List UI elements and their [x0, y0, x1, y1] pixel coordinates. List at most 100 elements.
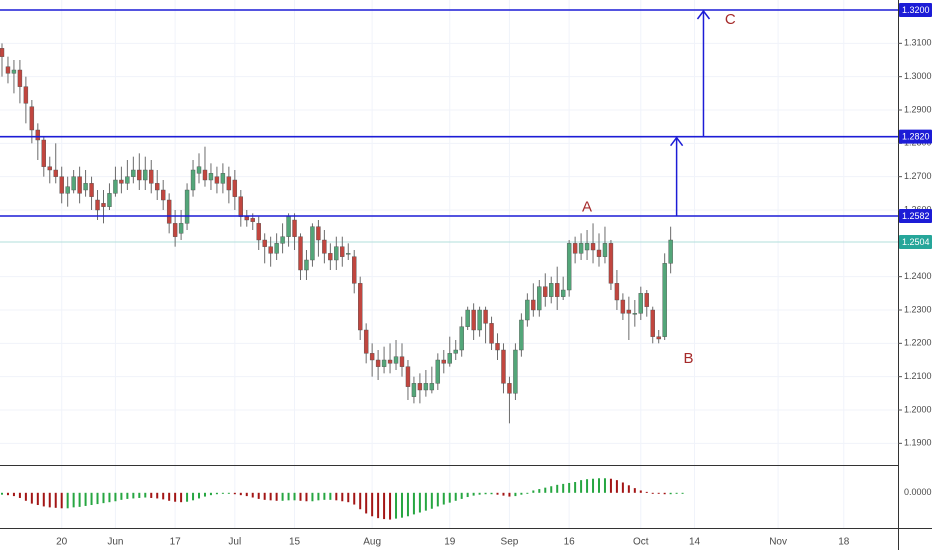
candle-body [143, 170, 147, 180]
oscillator-bar [520, 493, 522, 495]
oscillator-bar [634, 488, 636, 493]
candle-body [293, 220, 297, 237]
oscillator-bar [1, 493, 3, 495]
arrows [671, 10, 710, 216]
oscillator-bar [413, 493, 415, 515]
oscillator-bar [258, 493, 260, 499]
oscillator-bar [240, 493, 242, 495]
oscillator-bar [682, 493, 684, 494]
oscillator-bar [538, 489, 540, 493]
oscillator-bar [79, 493, 81, 507]
candle-body [358, 283, 362, 330]
candle-body [245, 217, 249, 220]
candle-body [460, 327, 464, 350]
candle-body [233, 180, 237, 197]
level-badge-label: 1.2820 [902, 132, 930, 142]
candle-body [281, 237, 285, 244]
candle-body [472, 310, 476, 330]
annotation-label: A [582, 198, 592, 215]
oscillator-bar [61, 493, 63, 508]
oscillator-bar [580, 480, 582, 493]
candles [0, 43, 673, 423]
oscillator-bar [288, 493, 290, 501]
oscillator-bar [664, 493, 666, 494]
candle-body [36, 130, 40, 140]
candle-body [394, 357, 398, 364]
candle-body [155, 183, 159, 190]
price-tick-label: 1.3100 [904, 38, 932, 48]
candle-body [561, 290, 565, 297]
oscillator-bar [383, 493, 385, 519]
candle-body [501, 350, 505, 383]
oscillator-bar [431, 493, 433, 509]
candle-body [149, 170, 153, 183]
candle-body [346, 253, 350, 254]
candle-body [119, 180, 123, 183]
oscillator-bar [479, 493, 481, 495]
candle-body [633, 313, 637, 314]
oscillator-bar [317, 493, 319, 501]
oscillator-bar [102, 493, 104, 503]
oscillator-bar [216, 493, 218, 494]
oscillator-bar [628, 485, 630, 493]
candle-body [388, 360, 392, 363]
candle-body [173, 223, 177, 236]
time-label: 16 [564, 537, 576, 548]
candle-body [66, 187, 70, 194]
oscillator-bar [210, 493, 212, 495]
candle-body [543, 287, 547, 297]
candle-body [531, 300, 535, 310]
oscillator-bar [108, 493, 110, 502]
oscillator-bar [97, 493, 99, 504]
oscillator-bar [7, 493, 9, 495]
price-tick-label: 1.2400 [904, 271, 932, 281]
candle-body [340, 247, 344, 257]
candle-body [90, 183, 94, 196]
candle-body [263, 240, 267, 247]
level-lines [0, 10, 898, 216]
time-label: Aug [363, 537, 381, 548]
oscillator-bar [323, 493, 325, 500]
oscillator-bar [114, 493, 116, 501]
oscillator-bar [126, 493, 128, 499]
annotation-label: C [725, 11, 736, 28]
candle-body [101, 203, 105, 206]
oscillator-bar [395, 493, 397, 519]
price-tick-label: 1.1900 [904, 438, 932, 448]
candle-body [299, 237, 303, 270]
oscillator-bar [180, 493, 182, 502]
oscillator-bar [174, 493, 176, 502]
candle-body [567, 243, 571, 290]
oscillator-bar [586, 479, 588, 493]
candle-body [573, 243, 577, 253]
time-label: 15 [289, 537, 301, 548]
oscillator-bar [37, 493, 39, 505]
oscillator-bar [508, 493, 510, 497]
oscillator-bar [49, 493, 51, 508]
candle-body [412, 383, 416, 396]
candle-body [615, 283, 619, 300]
oscillator-bar [461, 493, 463, 499]
oscillator-bar [658, 493, 660, 494]
oscillator-bar [305, 493, 307, 501]
oscillator-bar [491, 493, 493, 494]
candle-body [430, 383, 434, 390]
candle-body [585, 243, 589, 250]
oscillator-bar [162, 493, 164, 500]
oscillator-bar [670, 493, 672, 494]
oscillator-bar [443, 493, 445, 505]
oscillator-bar [264, 493, 266, 500]
oscillator-bar [228, 493, 230, 494]
candle-body [48, 167, 52, 170]
oscillator-bar [156, 493, 158, 499]
oscillator-bar [455, 493, 457, 501]
candle-body [203, 170, 207, 180]
oscillator-bar [425, 493, 427, 511]
candle-body [555, 283, 559, 296]
candle-body [645, 293, 649, 306]
oscillator-bar [359, 493, 361, 509]
oscillator-bar [604, 478, 606, 493]
candle-body [519, 320, 523, 350]
candle-body [400, 357, 404, 367]
